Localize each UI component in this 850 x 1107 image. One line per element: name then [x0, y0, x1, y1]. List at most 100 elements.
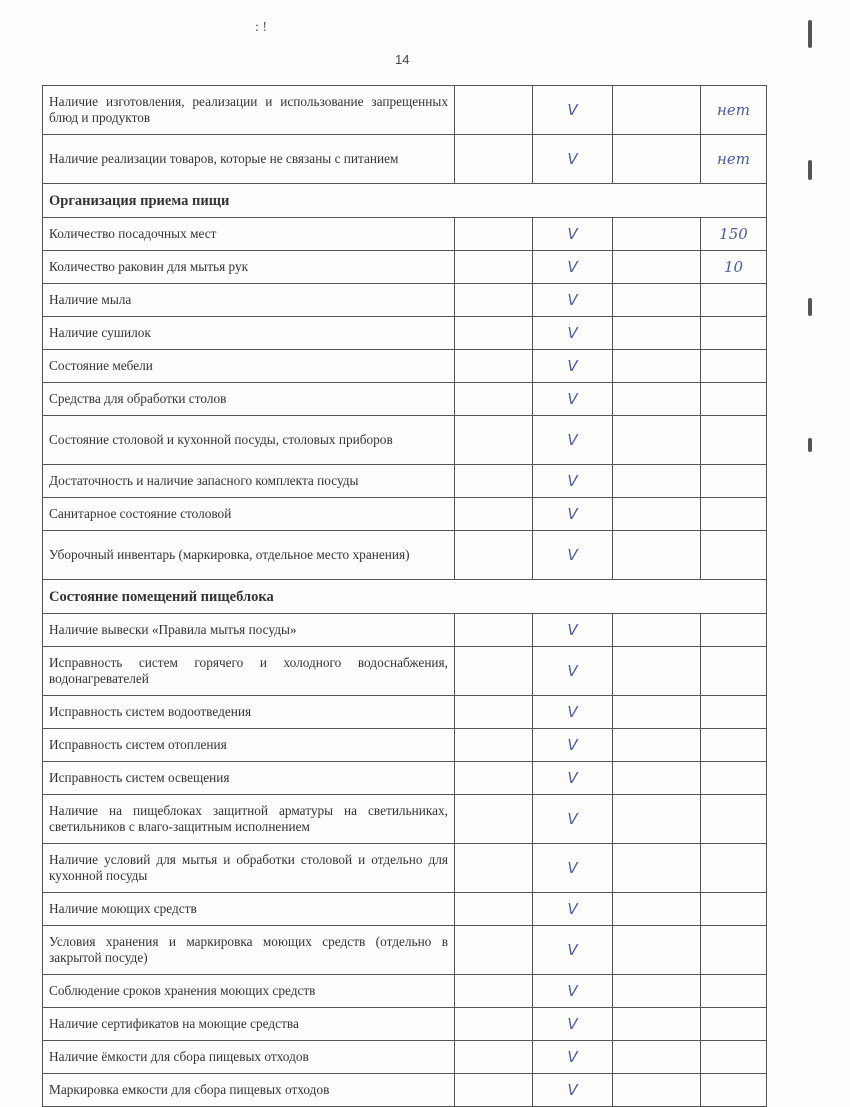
check-mark: V: [532, 250, 613, 284]
check-mark: V: [532, 1073, 613, 1107]
check-mark: V: [532, 728, 613, 762]
row-label: Средства для обработки столов: [42, 382, 455, 416]
empty-cell: [454, 892, 533, 926]
table-row: Достаточность и наличие запасного компле…: [42, 464, 767, 498]
row-label: Исправность систем отопления: [42, 728, 455, 762]
handwritten-note: [700, 1007, 767, 1041]
empty-cell: [612, 974, 701, 1008]
check-mark: V: [532, 497, 613, 531]
table-row: Наличие условий для мытья и обработки ст…: [42, 843, 767, 893]
empty-cell: [612, 530, 701, 580]
table-row: Наличие сертификатов на моющие средства V: [42, 1007, 767, 1041]
table-row: Состояние мебели V: [42, 349, 767, 383]
row-label: Наличие вывески «Правила мытья посуды»: [42, 613, 455, 647]
row-label: Количество раковин для мытья рук: [42, 250, 455, 284]
empty-cell: [612, 283, 701, 317]
table-row: Наличие мыла V: [42, 283, 767, 317]
empty-cell: [454, 497, 533, 531]
empty-cell: [454, 974, 533, 1008]
check-mark: V: [532, 283, 613, 317]
check-mark: V: [532, 761, 613, 795]
check-mark: V: [532, 1007, 613, 1041]
handwritten-note: [700, 974, 767, 1008]
empty-cell: [454, 415, 533, 465]
empty-cell: [454, 794, 533, 844]
empty-cell: [612, 646, 701, 696]
empty-cell: [454, 134, 533, 184]
row-label: Наличие на пищеблоках защитной арматуры …: [42, 794, 455, 844]
row-label: Исправность систем водоотведения: [42, 695, 455, 729]
row-label: Соблюдение сроков хранения моющих средст…: [42, 974, 455, 1008]
handwritten-note: [700, 497, 767, 531]
scan-edge-mark: [808, 160, 812, 180]
check-mark: V: [532, 1040, 613, 1074]
check-mark: V: [532, 134, 613, 184]
empty-cell: [612, 892, 701, 926]
empty-cell: [612, 794, 701, 844]
handwritten-note: [700, 761, 767, 795]
empty-cell: [454, 728, 533, 762]
handwritten-note: [700, 316, 767, 350]
handwritten-note: [700, 349, 767, 383]
empty-cell: [454, 695, 533, 729]
check-mark: V: [532, 349, 613, 383]
empty-cell: [612, 497, 701, 531]
empty-cell: [612, 728, 701, 762]
table-row: Наличие вывески «Правила мытья посуды» V: [42, 613, 767, 647]
empty-cell: [612, 925, 701, 975]
table-row: Соблюдение сроков хранения моющих средст…: [42, 974, 767, 1008]
row-label: Состояние столовой и кухонной посуды, ст…: [42, 415, 455, 465]
empty-cell: [454, 761, 533, 795]
handwritten-note: [700, 892, 767, 926]
handwritten-note: [700, 728, 767, 762]
row-label: Наличие условий для мытья и обработки ст…: [42, 843, 455, 893]
table-row: Состояние столовой и кухонной посуды, ст…: [42, 415, 767, 465]
row-label: Достаточность и наличие запасного компле…: [42, 464, 455, 498]
empty-cell: [612, 382, 701, 416]
handwritten-note: [700, 925, 767, 975]
empty-cell: [454, 316, 533, 350]
empty-cell: [612, 316, 701, 350]
handwritten-note: нет: [700, 134, 767, 184]
empty-cell: [454, 1073, 533, 1107]
empty-cell: [612, 695, 701, 729]
check-mark: V: [532, 695, 613, 729]
table-row: Наличие реализации товаров, которые не с…: [42, 134, 767, 184]
row-label: Условия хранения и маркировка моющих сре…: [42, 925, 455, 975]
row-label: Наличие реализации товаров, которые не с…: [42, 134, 455, 184]
empty-cell: [454, 250, 533, 284]
empty-cell: [612, 1007, 701, 1041]
empty-cell: [454, 382, 533, 416]
row-label: Наличие мыла: [42, 283, 455, 317]
row-label: Исправность систем освещения: [42, 761, 455, 795]
row-label: Исправность систем горячего и холодного …: [42, 646, 455, 696]
scan-edge-mark: [808, 20, 812, 48]
page-number: 14: [395, 52, 410, 67]
empty-cell: [612, 761, 701, 795]
empty-cell: [454, 1040, 533, 1074]
table-row: Исправность систем водоотведения V: [42, 695, 767, 729]
handwritten-note: [700, 415, 767, 465]
empty-cell: [612, 415, 701, 465]
row-label: Уборочный инвентарь (маркировка, отдельн…: [42, 530, 455, 580]
table-row: Средства для обработки столов V: [42, 382, 767, 416]
empty-cell: [454, 843, 533, 893]
row-label: Наличие моющих средств: [42, 892, 455, 926]
empty-cell: [612, 250, 701, 284]
empty-cell: [612, 613, 701, 647]
check-mark: V: [532, 382, 613, 416]
table-row: Количество раковин для мытья рук V 10: [42, 250, 767, 284]
check-mark: V: [532, 925, 613, 975]
empty-cell: [454, 349, 533, 383]
row-label: Наличие изготовления, реализации и испол…: [42, 85, 455, 135]
handwritten-note: 150: [700, 217, 767, 251]
handwritten-note: [700, 530, 767, 580]
empty-cell: [454, 646, 533, 696]
check-mark: V: [532, 85, 613, 135]
table-row: Маркировка емкости для сбора пищевых отх…: [42, 1073, 767, 1107]
row-label: Состояние мебели: [42, 349, 455, 383]
check-mark: V: [532, 316, 613, 350]
section-title: Состояние помещений пищеблока: [42, 579, 767, 614]
empty-cell: [454, 1007, 533, 1041]
handwritten-note: [700, 646, 767, 696]
